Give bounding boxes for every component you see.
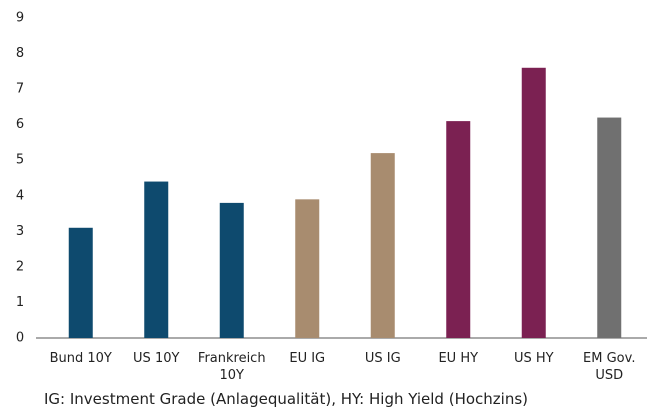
y-tick-label: 6 xyxy=(16,117,24,132)
bar xyxy=(521,67,546,339)
y-tick-label: 2 xyxy=(16,259,24,274)
x-tick-label: US HY xyxy=(513,351,554,366)
y-tick-label: 3 xyxy=(16,224,24,239)
bar xyxy=(370,153,395,338)
x-tick-label: Bund 10Y xyxy=(49,351,112,366)
y-tick-label: 7 xyxy=(16,82,24,97)
x-tick-label: Frankreich 10Y xyxy=(197,351,266,383)
footnote: IG: Investment Grade (Anlagequalität), H… xyxy=(44,390,528,408)
x-tick-label: US 10Y xyxy=(133,351,180,366)
x-tick-label: EU HY xyxy=(438,351,479,366)
y-tick-label: 9 xyxy=(16,11,24,26)
x-tick-label: EU IG xyxy=(289,351,326,366)
y-tick-label: 8 xyxy=(16,46,24,61)
y-tick-label: 5 xyxy=(16,153,24,168)
y-tick-label: 1 xyxy=(16,295,24,310)
bar xyxy=(68,227,93,338)
bar xyxy=(295,199,320,338)
bar xyxy=(446,121,471,338)
bar xyxy=(219,202,244,338)
y-tick-label: 0 xyxy=(16,331,24,346)
x-tick-label: EM Gov. USD xyxy=(583,351,636,383)
bar xyxy=(144,181,169,338)
bar xyxy=(597,117,622,338)
x-tick-label: US IG xyxy=(364,351,401,366)
y-tick-label: 4 xyxy=(16,188,24,203)
